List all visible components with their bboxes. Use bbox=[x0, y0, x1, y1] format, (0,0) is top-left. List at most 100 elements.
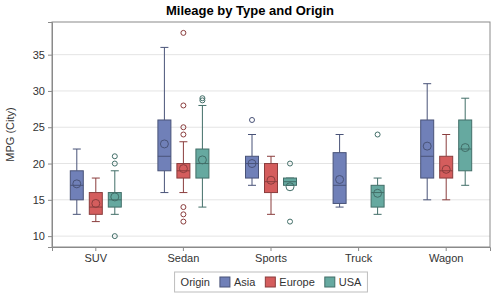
outlier bbox=[181, 212, 186, 217]
box bbox=[333, 153, 346, 204]
y-axis: 101520253035 bbox=[33, 23, 53, 248]
whisker-cap-low bbox=[336, 207, 344, 208]
x-tick-label: Sedan bbox=[167, 252, 199, 264]
whisker-cap-low bbox=[160, 192, 168, 193]
box bbox=[265, 164, 278, 193]
box bbox=[177, 164, 190, 179]
whisker-cap-high bbox=[73, 149, 81, 150]
grid bbox=[52, 55, 490, 236]
mean bbox=[160, 140, 168, 148]
median bbox=[333, 185, 346, 186]
whisker-cap-low bbox=[73, 214, 81, 215]
x-tick-mark bbox=[95, 247, 96, 251]
whisker-cap-high bbox=[336, 134, 344, 135]
box bbox=[158, 120, 171, 171]
x-tick: SUV bbox=[84, 247, 107, 264]
whisker-low bbox=[271, 193, 272, 215]
whisker-cap-low bbox=[198, 207, 206, 208]
y-tick-mark bbox=[48, 91, 52, 92]
y-tick-label: 25 bbox=[33, 121, 45, 133]
median bbox=[108, 199, 121, 200]
mean bbox=[374, 189, 382, 197]
y-tick-mark bbox=[48, 164, 52, 165]
x-tick: Sports bbox=[255, 247, 287, 264]
outlier bbox=[288, 219, 293, 224]
box bbox=[70, 171, 83, 200]
x-tick-label: Truck bbox=[345, 252, 373, 264]
mean bbox=[336, 176, 344, 184]
plot: 101520253035SUVSedanSportsTruckWagon bbox=[33, 22, 491, 264]
y-tick: 20 bbox=[33, 158, 52, 170]
whisker-high bbox=[377, 178, 378, 185]
legend-swatch bbox=[265, 277, 275, 287]
whisker-high bbox=[183, 142, 184, 164]
whisker-low bbox=[427, 178, 428, 200]
legend-label: USA bbox=[339, 276, 362, 288]
legend-label: Europe bbox=[279, 276, 314, 288]
median bbox=[158, 156, 171, 157]
mean bbox=[73, 180, 81, 188]
legend-title: Origin bbox=[181, 276, 210, 288]
outlier bbox=[375, 132, 380, 137]
whisker-cap-low bbox=[179, 192, 187, 193]
median bbox=[371, 192, 384, 193]
box bbox=[196, 149, 209, 178]
whisker-high bbox=[76, 149, 77, 171]
whisker-cap-high bbox=[442, 134, 450, 135]
whisker-low bbox=[183, 178, 184, 193]
whisker-cap-high bbox=[160, 47, 168, 48]
legend-frame bbox=[175, 272, 368, 292]
y-tick-mark bbox=[48, 127, 52, 128]
legend: OriginAsiaEuropeUSA bbox=[175, 272, 368, 292]
median bbox=[421, 156, 434, 157]
whisker-high bbox=[446, 135, 447, 157]
whisker-cap-low bbox=[267, 214, 275, 215]
whisker-cap-low bbox=[248, 185, 256, 186]
x-tick-label: SUV bbox=[84, 252, 107, 264]
x-tick-mark bbox=[183, 247, 184, 251]
whisker-cap-high bbox=[461, 98, 469, 99]
y-tick: 15 bbox=[33, 194, 52, 206]
whisker-low bbox=[252, 178, 253, 185]
chart: Mileage by Type and Origin101520253035SU… bbox=[0, 0, 500, 300]
whisker-cap-low bbox=[442, 199, 450, 200]
box bbox=[108, 193, 121, 208]
mean bbox=[248, 160, 256, 168]
box bbox=[440, 156, 453, 178]
median bbox=[440, 170, 453, 171]
whisker-cap-low bbox=[92, 221, 100, 222]
mean bbox=[179, 165, 187, 173]
y-tick: 35 bbox=[33, 49, 52, 61]
mean bbox=[267, 176, 275, 184]
box bbox=[246, 156, 259, 178]
median bbox=[177, 170, 190, 171]
whisker-low bbox=[164, 171, 165, 193]
y-tick-label: 20 bbox=[33, 158, 45, 170]
y-tick-mark bbox=[48, 55, 52, 56]
median bbox=[265, 181, 278, 182]
whisker-high bbox=[202, 105, 203, 149]
outlier bbox=[112, 161, 117, 166]
whisker-low bbox=[446, 178, 447, 200]
legend-swatch bbox=[220, 277, 230, 287]
outlier bbox=[181, 205, 186, 210]
y-tick-label: 10 bbox=[33, 230, 45, 242]
y-tick-label: 15 bbox=[33, 194, 45, 206]
whisker-cap-high bbox=[198, 105, 206, 106]
x-tick: Truck bbox=[345, 247, 373, 264]
median bbox=[284, 181, 297, 182]
frame bbox=[52, 22, 490, 247]
y-tick: 25 bbox=[33, 121, 52, 133]
whisker-cap-high bbox=[374, 178, 382, 179]
x-axis-line bbox=[53, 248, 491, 252]
x-tick: Wagon bbox=[429, 247, 463, 264]
mean bbox=[198, 156, 206, 164]
y-label: MPG (City) bbox=[4, 107, 16, 161]
x-tick-mark bbox=[358, 247, 359, 251]
title: Mileage by Type and Origin bbox=[166, 3, 334, 18]
y-tick-mark bbox=[48, 236, 52, 237]
whisker-cap-high bbox=[267, 156, 275, 157]
whisker-cap-high bbox=[179, 141, 187, 142]
mean bbox=[461, 144, 469, 152]
median bbox=[70, 185, 83, 186]
